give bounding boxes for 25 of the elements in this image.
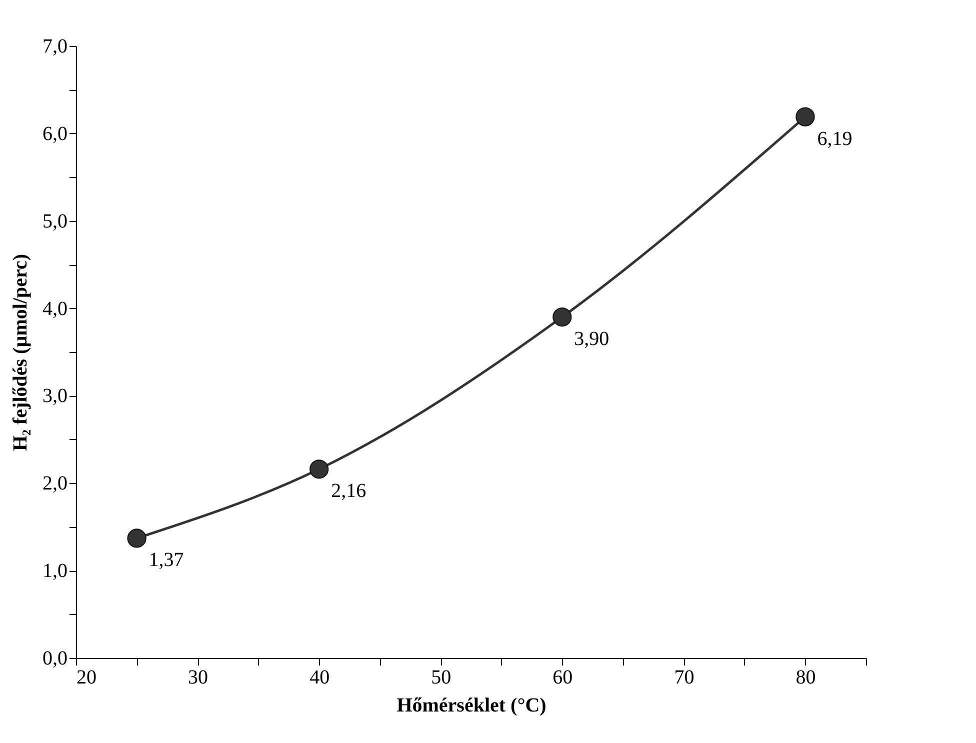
x-tick-label: 50 bbox=[431, 666, 452, 688]
x-tick-label: 80 bbox=[796, 666, 816, 688]
y-tick-label: 5,0 bbox=[42, 210, 68, 232]
data-label: 2,16 bbox=[331, 480, 366, 502]
x-axis-title: Hőmérséklet (°C) bbox=[396, 694, 546, 716]
y-tick-label: 3,0 bbox=[42, 385, 68, 408]
x-tick-label: 40 bbox=[310, 666, 330, 688]
point bbox=[309, 460, 329, 479]
x-tick-label: 70 bbox=[674, 666, 694, 688]
data-label: 6,19 bbox=[817, 128, 852, 150]
y-tick-label: 7,0 bbox=[42, 36, 68, 58]
point bbox=[796, 107, 815, 126]
y-axis-title: H₂ fejlődés (µmol/perc) bbox=[10, 254, 32, 452]
data-label: 1,37 bbox=[148, 549, 184, 572]
y-tick-label: 4,0 bbox=[42, 298, 68, 320]
x-tick-label: 30 bbox=[188, 666, 208, 688]
y-tick-label: 2,0 bbox=[42, 472, 68, 495]
x-tick-label: 60 bbox=[552, 666, 573, 688]
data-label: 3,90 bbox=[574, 328, 610, 350]
y-tick-label: 0,0 bbox=[42, 648, 68, 670]
point bbox=[127, 528, 146, 548]
x-tick-label: 20 bbox=[76, 666, 96, 688]
y-tick-label: 1,0 bbox=[42, 560, 68, 582]
y-tick-label: 6,0 bbox=[42, 122, 68, 145]
point bbox=[552, 307, 572, 327]
